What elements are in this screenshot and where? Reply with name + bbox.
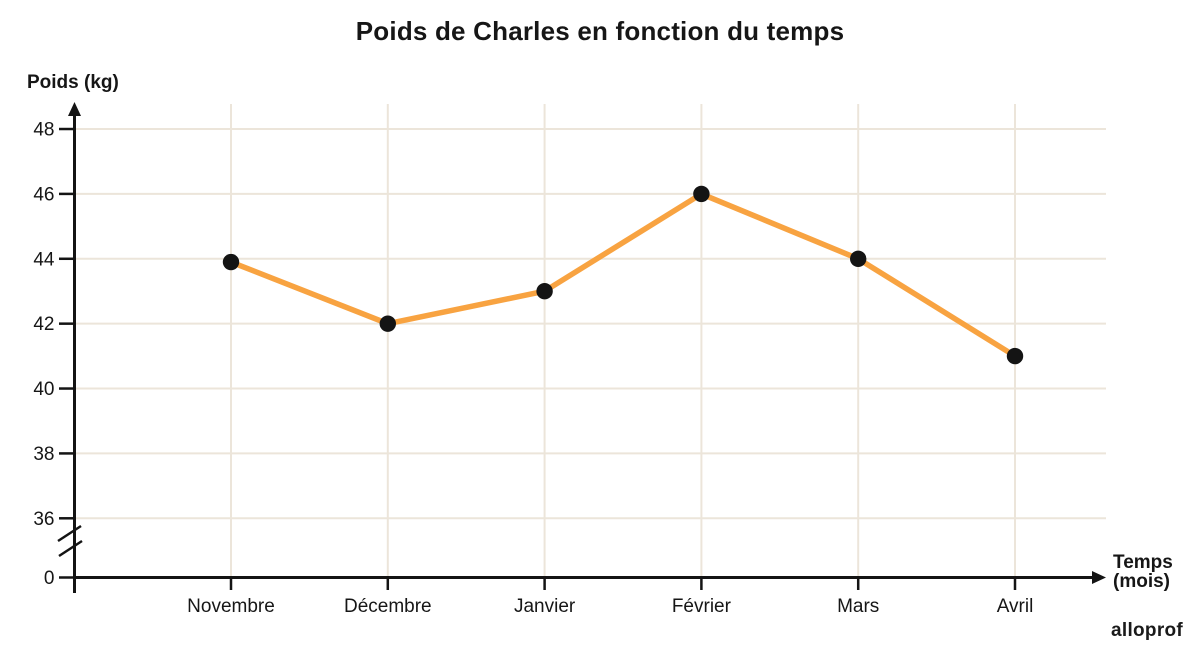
x-tick-label: Décembre xyxy=(344,596,432,617)
x-axis-title-line1: Temps xyxy=(1113,552,1173,573)
x-tick-label: Janvier xyxy=(514,596,576,617)
y-axis-title: Poids (kg) xyxy=(27,72,119,93)
trend-line xyxy=(228,191,1018,359)
data-point xyxy=(222,253,240,271)
data-point xyxy=(693,185,710,203)
x-axis-title-line2: (mois) xyxy=(1113,571,1170,592)
x-tick-label: Novembre xyxy=(187,596,275,617)
data-point xyxy=(536,283,553,300)
data-point xyxy=(850,250,867,267)
y-origin-label: 0 xyxy=(44,568,55,589)
y-tick-label: 38 xyxy=(33,444,54,465)
axis-break-slash xyxy=(58,539,83,558)
chart-title: Poids de Charles en fonction du temps xyxy=(355,16,845,46)
y-tick-label: 42 xyxy=(33,314,54,335)
data-point xyxy=(379,315,396,332)
data-point xyxy=(1006,347,1024,365)
y-tick-label: 36 xyxy=(33,509,54,530)
x-axis-title: Temps (mois) xyxy=(1113,553,1173,591)
y-tick-label: 48 xyxy=(33,120,54,141)
x-tick-label: Février xyxy=(672,596,732,617)
x-axis-arrow-icon xyxy=(1092,571,1106,584)
x-tick-label: Mars xyxy=(837,596,879,617)
y-tick-label: 44 xyxy=(33,249,55,270)
alloprof-logo: alloprof xyxy=(1111,620,1184,641)
axis-break-slash xyxy=(57,524,82,543)
y-tick-label: 46 xyxy=(33,184,54,205)
y-tick-label: 40 xyxy=(33,379,54,400)
y-axis-arrow-icon xyxy=(68,102,81,116)
x-tick-label: Avril xyxy=(997,596,1034,617)
